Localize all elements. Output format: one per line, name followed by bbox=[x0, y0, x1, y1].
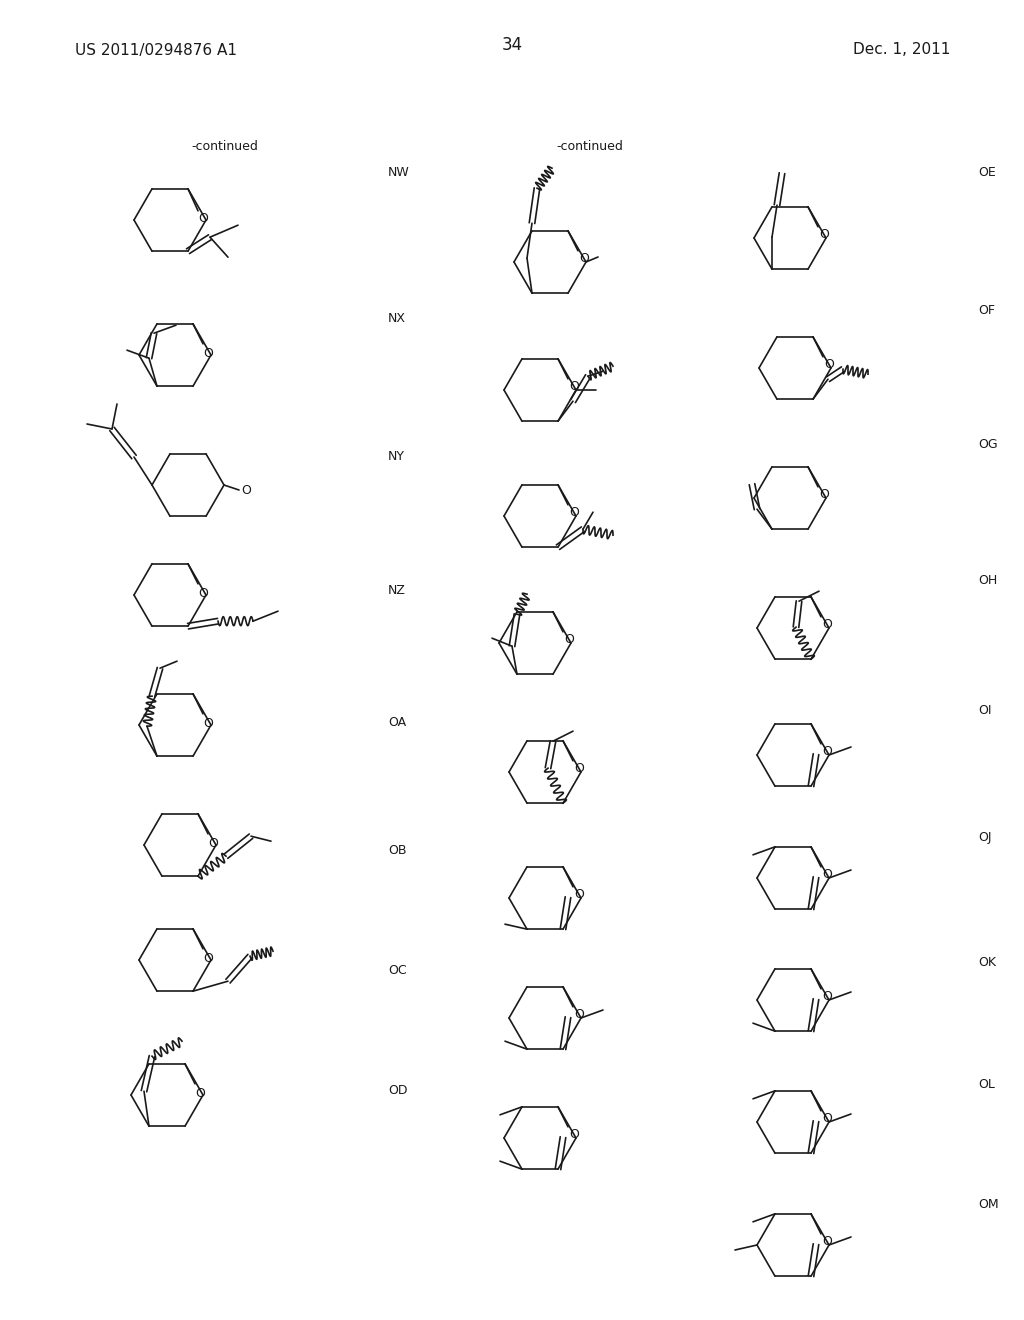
Text: OH: OH bbox=[978, 573, 997, 586]
Text: OF: OF bbox=[978, 304, 995, 317]
Text: O: O bbox=[241, 483, 251, 496]
Text: O: O bbox=[822, 869, 831, 882]
Text: O: O bbox=[574, 888, 584, 902]
Text: O: O bbox=[819, 228, 829, 242]
Text: Dec. 1, 2011: Dec. 1, 2011 bbox=[853, 42, 950, 58]
Text: OM: OM bbox=[978, 1199, 998, 1212]
Text: O: O bbox=[822, 990, 831, 1003]
Text: O: O bbox=[203, 347, 213, 360]
Text: OG: OG bbox=[978, 438, 997, 451]
Text: NY: NY bbox=[388, 450, 406, 462]
Text: O: O bbox=[574, 1008, 584, 1022]
Text: O: O bbox=[822, 1113, 831, 1126]
Text: O: O bbox=[564, 634, 573, 647]
Text: O: O bbox=[195, 1088, 205, 1101]
Text: OA: OA bbox=[388, 717, 407, 730]
Text: -continued: -continued bbox=[191, 140, 258, 153]
Text: O: O bbox=[579, 252, 589, 265]
Text: O: O bbox=[203, 717, 213, 730]
Text: OB: OB bbox=[388, 843, 407, 857]
Text: OK: OK bbox=[978, 956, 996, 969]
Text: O: O bbox=[208, 837, 218, 850]
Text: O: O bbox=[822, 1236, 831, 1249]
Text: 34: 34 bbox=[502, 36, 522, 54]
Text: O: O bbox=[203, 952, 213, 965]
Text: O: O bbox=[569, 1129, 579, 1142]
Text: NW: NW bbox=[388, 165, 410, 178]
Text: O: O bbox=[822, 746, 831, 758]
Text: O: O bbox=[198, 587, 208, 601]
Text: NZ: NZ bbox=[388, 583, 406, 597]
Text: O: O bbox=[819, 488, 829, 502]
Text: O: O bbox=[574, 763, 584, 775]
Text: O: O bbox=[569, 507, 579, 519]
Text: OD: OD bbox=[388, 1084, 408, 1097]
Text: O: O bbox=[198, 213, 208, 226]
Text: OJ: OJ bbox=[978, 832, 991, 845]
Text: OL: OL bbox=[978, 1078, 995, 1092]
Text: O: O bbox=[824, 358, 834, 371]
Text: NX: NX bbox=[388, 312, 406, 325]
Text: OI: OI bbox=[978, 704, 991, 717]
Text: O: O bbox=[822, 618, 831, 631]
Text: US 2011/0294876 A1: US 2011/0294876 A1 bbox=[75, 42, 237, 58]
Text: -continued: -continued bbox=[557, 140, 624, 153]
Text: OC: OC bbox=[388, 964, 407, 977]
Text: OE: OE bbox=[978, 165, 995, 178]
Text: O: O bbox=[569, 380, 579, 393]
